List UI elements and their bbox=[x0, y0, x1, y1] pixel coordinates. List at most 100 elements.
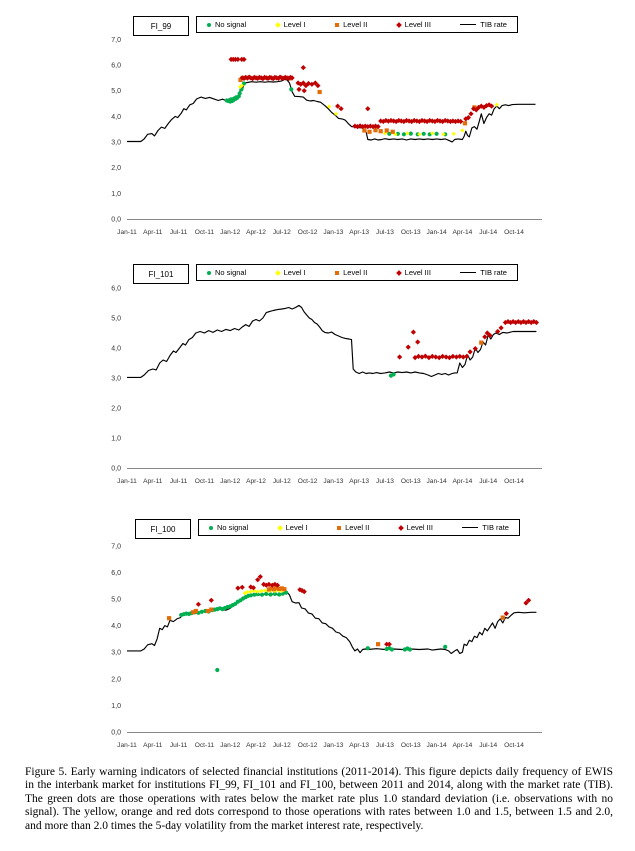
level3-dot bbox=[300, 65, 306, 71]
level1-dot bbox=[430, 131, 435, 136]
legend-label: TIB rate bbox=[480, 268, 507, 277]
legend-item-no-signal: No signal bbox=[207, 268, 246, 277]
level1-marker-icon bbox=[274, 21, 281, 28]
level3-dot bbox=[442, 117, 448, 124]
level3-dot bbox=[415, 339, 421, 345]
level3-dot bbox=[463, 116, 469, 122]
y-tick-label: 4,0 bbox=[111, 623, 121, 630]
level1-dot bbox=[405, 131, 410, 136]
level2-dot bbox=[238, 77, 243, 82]
level2-dot bbox=[266, 587, 271, 592]
level3-dot bbox=[433, 354, 439, 360]
institution-label: FI_100 bbox=[150, 524, 176, 534]
level3-dot bbox=[489, 103, 495, 109]
y-tick-label: 4,0 bbox=[111, 346, 121, 353]
level2-dot bbox=[479, 340, 484, 345]
x-tick-label: Jan-14 bbox=[427, 478, 447, 485]
level3-dot bbox=[409, 118, 415, 125]
level2-dot bbox=[390, 129, 395, 134]
level3-dot bbox=[296, 86, 302, 92]
level3-dot bbox=[250, 585, 256, 591]
level3-dot bbox=[450, 118, 456, 124]
level1-dot bbox=[417, 132, 422, 137]
level3-dot bbox=[414, 118, 420, 124]
x-tick-label: Oct-13 bbox=[401, 478, 421, 485]
level2-dot bbox=[500, 615, 505, 620]
level3-dot bbox=[241, 56, 247, 62]
level3-dot bbox=[495, 328, 501, 335]
x-tick-label: Jan-13 bbox=[323, 478, 343, 485]
y-tick-label: 3,0 bbox=[111, 140, 121, 147]
x-tick-label: Apr-14 bbox=[453, 229, 473, 236]
y-tick-label: 1,0 bbox=[111, 703, 121, 710]
level3-dot bbox=[424, 118, 430, 125]
level3-marker-icon bbox=[395, 269, 402, 276]
x-tick-label: Jul-12 bbox=[273, 742, 291, 749]
no-signal-dot bbox=[389, 647, 394, 652]
x-tick-label: Jul-12 bbox=[273, 478, 291, 485]
level2-dot bbox=[277, 586, 282, 591]
y-tick-label: 0,0 bbox=[111, 217, 121, 224]
x-tick-label: Apr-11 bbox=[143, 742, 163, 749]
x-tick-label: Jan-11 bbox=[117, 478, 137, 485]
tib-line-marker-icon bbox=[460, 272, 477, 273]
x-tick-label: Oct-14 bbox=[504, 478, 524, 485]
level1-dot bbox=[333, 111, 339, 116]
level2-dot bbox=[167, 616, 172, 621]
level2-dot bbox=[367, 129, 372, 134]
level3-dot bbox=[528, 319, 534, 326]
level3-dot bbox=[440, 353, 446, 359]
x-tick-label: Apr-14 bbox=[453, 478, 473, 485]
x-tick-label: Jul-11 bbox=[170, 478, 188, 485]
level3-dot bbox=[426, 355, 432, 361]
x-tick-label: Oct-14 bbox=[504, 229, 524, 236]
level3-marker-icon bbox=[395, 21, 402, 28]
level3-dot bbox=[365, 124, 371, 130]
y-tick-label: 2,0 bbox=[111, 676, 121, 683]
level3-dot bbox=[508, 319, 514, 326]
level3-dot bbox=[405, 344, 411, 350]
x-tick-label: Jan-14 bbox=[427, 742, 447, 749]
no-signal-dot bbox=[259, 592, 265, 597]
no-signal-dot bbox=[408, 131, 413, 136]
level3-dot bbox=[518, 319, 524, 326]
x-tick-label: Jul-11 bbox=[170, 229, 188, 236]
legend-label: Level I bbox=[285, 523, 308, 532]
no-signal-dot bbox=[264, 591, 269, 596]
level3-dot bbox=[367, 123, 373, 129]
level2-dot bbox=[274, 585, 279, 590]
level2-marker-icon bbox=[335, 270, 340, 275]
level3-dot bbox=[458, 118, 464, 125]
x-tick-label: Apr-11 bbox=[143, 478, 163, 485]
level3-dot bbox=[416, 118, 422, 125]
no-signal-dot bbox=[237, 91, 242, 96]
level2-dot bbox=[362, 128, 367, 133]
level2-dot bbox=[269, 586, 274, 591]
y-tick-label: 7,0 bbox=[111, 37, 121, 44]
x-tick-label: Jan-12 bbox=[220, 229, 240, 236]
level3-dot bbox=[422, 118, 428, 124]
level3-dot bbox=[478, 103, 484, 109]
legend-label: Level III bbox=[404, 268, 431, 277]
level3-dot bbox=[383, 117, 389, 124]
level2-marker-icon bbox=[335, 22, 340, 27]
no-signal-dot bbox=[252, 592, 257, 597]
x-tick-label: Jan-11 bbox=[117, 742, 137, 749]
y-tick-label: 2,0 bbox=[111, 406, 121, 413]
level3-dot bbox=[484, 330, 490, 336]
level3-dot bbox=[503, 611, 509, 617]
x-tick-label: Apr-14 bbox=[453, 742, 473, 749]
x-tick-label: Jul-11 bbox=[170, 742, 188, 749]
no-signal-dot bbox=[255, 592, 260, 597]
level3-dot bbox=[455, 118, 461, 124]
level1-dot bbox=[460, 128, 465, 133]
no-signal-dot bbox=[234, 95, 239, 100]
level3-dot bbox=[401, 118, 407, 125]
y-tick-label: 6,0 bbox=[111, 570, 121, 577]
level2-dot bbox=[279, 586, 284, 591]
level3-dot bbox=[533, 319, 539, 326]
x-tick-label: Oct-11 bbox=[195, 229, 215, 236]
x-tick-label: Jul-13 bbox=[376, 742, 394, 749]
legend-label: No signal bbox=[215, 268, 247, 277]
level3-dot bbox=[513, 319, 519, 326]
